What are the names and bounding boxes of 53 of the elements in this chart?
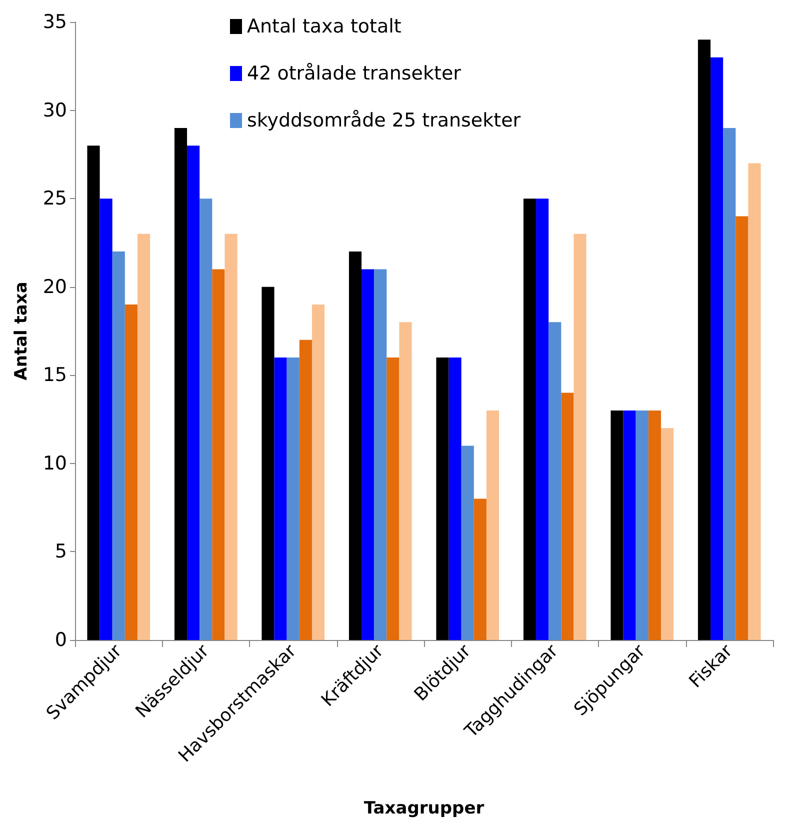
bar	[212, 269, 225, 640]
bar	[548, 322, 562, 640]
y-axis-title: Antal taxa	[12, 282, 32, 380]
bar	[374, 269, 387, 640]
bar	[474, 498, 486, 640]
bar	[710, 57, 724, 640]
bar	[386, 357, 400, 640]
bar	[200, 198, 212, 640]
legend-label: Antal taxa totalt	[247, 16, 402, 38]
bar	[486, 410, 500, 640]
bar	[112, 252, 125, 640]
bar	[274, 357, 287, 640]
bar	[610, 410, 624, 640]
bar	[636, 410, 648, 640]
bar	[174, 128, 188, 640]
bar	[137, 234, 150, 640]
bar	[448, 357, 462, 640]
bar	[660, 428, 674, 640]
bar	[561, 392, 574, 640]
y-tick-label: 25	[42, 188, 67, 210]
bar	[723, 128, 736, 640]
bar	[523, 198, 536, 640]
y-tick-label: 30	[42, 99, 67, 122]
bar	[187, 146, 200, 640]
bar	[399, 322, 412, 640]
y-tick-label: 20	[42, 276, 67, 298]
bar	[124, 304, 138, 640]
y-tick-label: 0	[54, 629, 67, 651]
bar	[100, 198, 112, 640]
y-tick-label: 15	[42, 364, 67, 386]
legend-label: skyddsområde 25 transekter	[247, 110, 521, 132]
bar	[362, 269, 374, 640]
bar	[748, 163, 761, 640]
bar	[623, 410, 636, 640]
bar	[224, 234, 238, 640]
y-tick-label: 10	[42, 452, 67, 474]
bar	[87, 146, 100, 640]
legend-label: 42 otrålade transekter	[247, 62, 462, 84]
bar	[574, 234, 586, 640]
bar	[648, 410, 661, 640]
bar	[536, 198, 549, 640]
bar	[698, 40, 711, 640]
y-tick-label: 35	[42, 11, 67, 33]
bar	[299, 340, 312, 640]
bar	[348, 252, 362, 640]
bar	[436, 357, 449, 640]
bar	[312, 304, 325, 640]
y-tick-label: 5	[54, 540, 67, 563]
bar	[736, 216, 748, 640]
bar	[262, 286, 274, 640]
bar	[461, 446, 474, 640]
bar	[286, 357, 300, 640]
x-axis-title: Taxagrupper	[364, 798, 485, 818]
